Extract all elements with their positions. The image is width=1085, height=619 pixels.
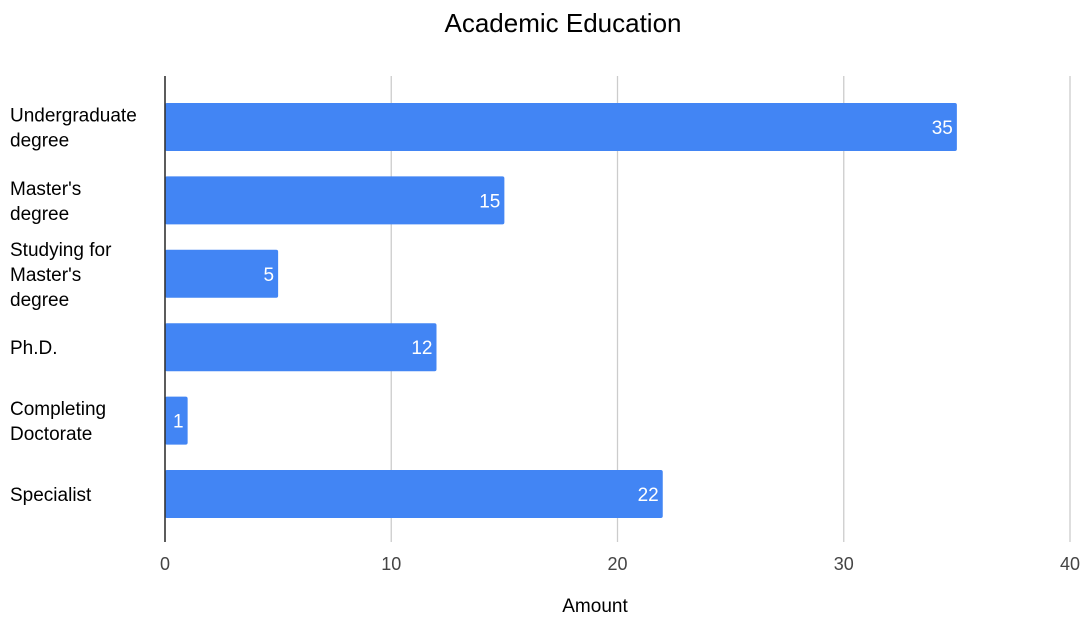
category-label: Ph.D. bbox=[10, 338, 58, 359]
category-label-line: degree bbox=[10, 131, 69, 152]
data-label: 5 bbox=[264, 265, 275, 286]
bar bbox=[165, 103, 957, 151]
x-tick-label: 30 bbox=[834, 554, 854, 574]
category-label-line: Ph.D. bbox=[10, 338, 58, 359]
category-label-line: Studying for bbox=[10, 240, 112, 261]
category-label: Specialist bbox=[10, 485, 92, 506]
data-label: 35 bbox=[932, 118, 953, 139]
x-tick-label: 20 bbox=[607, 554, 627, 574]
category-label-line: degree bbox=[10, 204, 69, 225]
category-label-line: Doctorate bbox=[10, 424, 92, 445]
data-label: 1 bbox=[173, 412, 184, 433]
data-label: 12 bbox=[411, 338, 432, 359]
data-label: 22 bbox=[638, 485, 659, 506]
x-axis-title: Amount bbox=[562, 596, 628, 617]
category-label: Undergraduate degree bbox=[10, 106, 137, 152]
x-tick-label: 40 bbox=[1060, 554, 1080, 574]
category-label-line: Master's bbox=[10, 265, 81, 286]
bar bbox=[165, 396, 188, 445]
bar bbox=[165, 249, 279, 298]
category-label: Completing Doctorate bbox=[10, 399, 106, 445]
category-label: Studying for Master's degree bbox=[10, 240, 112, 311]
category-label-line: Master's bbox=[10, 179, 81, 200]
x-tick-label: 10 bbox=[381, 554, 401, 574]
category-label-line: degree bbox=[10, 290, 69, 311]
bar bbox=[165, 470, 663, 518]
category-label-line: Completing bbox=[10, 399, 106, 420]
bar bbox=[165, 323, 437, 372]
bars: 35 15 5 12 1 22 bbox=[165, 103, 957, 518]
category-label: Master's degree bbox=[10, 179, 81, 225]
chart-title: Academic Education bbox=[444, 8, 681, 38]
category-label-line: Undergraduate bbox=[10, 106, 137, 127]
category-label-line: Specialist bbox=[10, 485, 92, 506]
x-tick-labels: 0 10 20 30 40 bbox=[160, 554, 1080, 574]
x-tick-label: 0 bbox=[160, 554, 170, 574]
bar bbox=[165, 176, 505, 225]
gridlines bbox=[390, 76, 1071, 542]
data-label: 15 bbox=[479, 191, 500, 212]
